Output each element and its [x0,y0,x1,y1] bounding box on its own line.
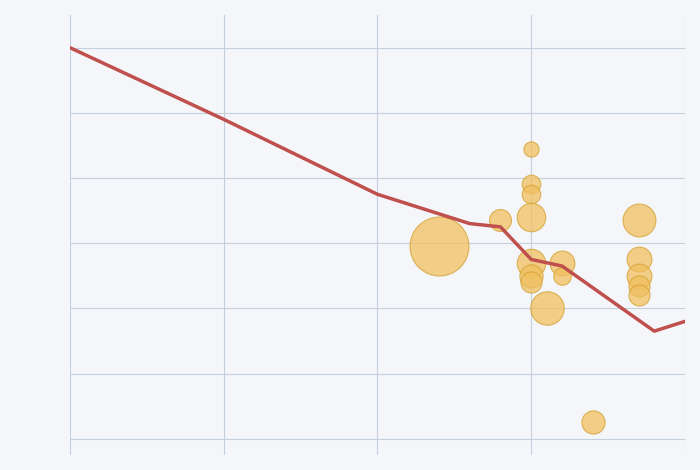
Point [526,181,537,188]
Point [526,190,537,198]
Point [634,272,645,280]
Point [634,256,645,263]
Point [495,217,506,224]
Point [526,259,537,266]
Point [556,259,568,266]
Point [526,145,537,152]
Point [556,272,568,280]
Point [526,213,537,221]
Point [526,272,537,280]
Point [634,291,645,299]
Point [526,279,537,286]
Point [634,217,645,224]
Point [541,305,552,312]
Point [634,282,645,289]
Point [587,419,598,426]
Point [433,243,444,250]
